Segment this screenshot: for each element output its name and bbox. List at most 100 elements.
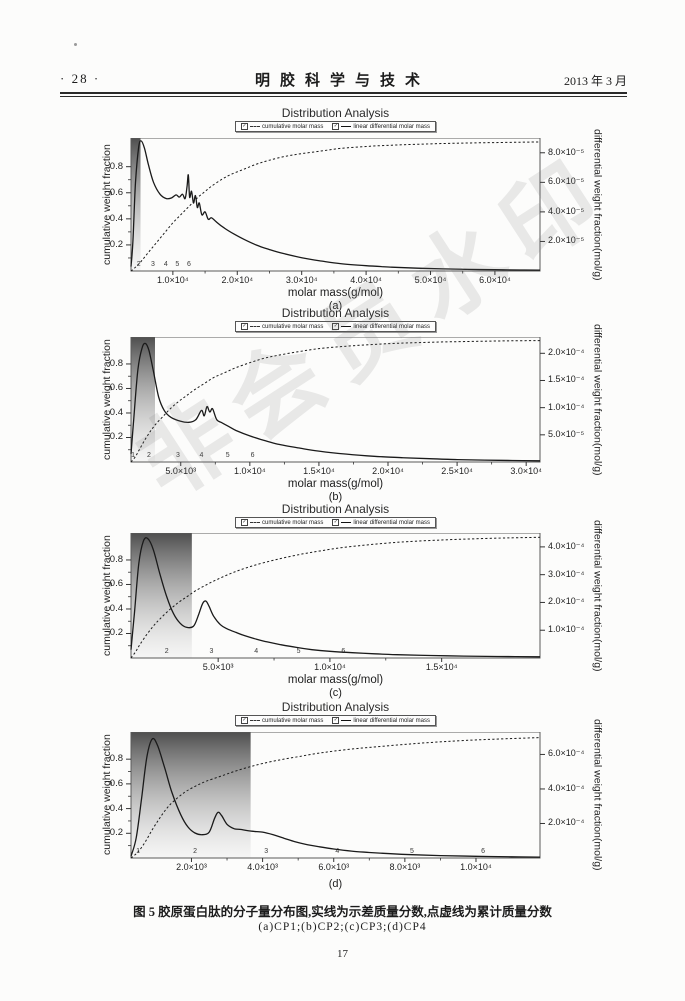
chart-legend-row: ✓ cumulative molar mass ✓ linear differenti… [131, 121, 540, 132]
page-number-bottom: 17 [337, 948, 348, 960]
peak-number-label: 2 [193, 848, 197, 855]
legend-checkbox-icon: ✓ [241, 123, 249, 130]
peak-number-label: 2 [147, 452, 151, 459]
left-tick-label: 0.4 [109, 602, 123, 614]
header-rule-thin [60, 96, 627, 97]
shaded-region [131, 533, 192, 658]
peak-number-label: 6 [251, 452, 255, 459]
cumulative-curve [130, 141, 541, 272]
peak-number-label: 3 [176, 452, 180, 459]
peak-number-label: 3 [151, 261, 155, 268]
left-tick-label: 0.8 [109, 160, 123, 172]
legend-label: cumulative molar mass [262, 519, 324, 526]
right-tick-label: 1.5×10⁻⁴ [548, 374, 585, 385]
x-tick-label: 1.0×10⁴ [460, 862, 492, 872]
x-axis-label: molar mass(g/mol) [287, 674, 384, 686]
chart-legend: ✓ cumulative molar mass ✓ linear differenti… [235, 321, 436, 332]
left-tick-label: 0.6 [109, 186, 123, 198]
legend-line-sample-icon [341, 126, 352, 127]
y-axis-label-left: cumulative weight fraction [101, 535, 113, 656]
y-axis-label-left: cumulative weight fraction [101, 144, 113, 265]
cumulative-curve [130, 737, 541, 859]
peak-number-label: 6 [341, 648, 345, 655]
legend-checkbox-icon: ✓ [332, 123, 340, 130]
panel-letter-label: (b) [328, 491, 343, 503]
scan-speckle [74, 43, 77, 46]
x-tick-label: 6.0×10³ [318, 862, 350, 872]
right-tick-label: 1.0×10⁻⁴ [548, 624, 585, 635]
panel-letter-label: (a) [328, 300, 343, 312]
legend-item: ✓ cumulative molar mass [241, 123, 323, 130]
x-tick-label: 5.0×10³ [202, 662, 234, 672]
left-tick-label: 0.4 [109, 212, 123, 224]
x-tick-label: 1.0×10⁴ [157, 275, 189, 285]
peak-number-label: 5 [175, 261, 179, 268]
legend-label: cumulative molar mass [262, 323, 324, 330]
y-axis-label-right: differential weight fraction(mol/g) [591, 719, 604, 871]
chart-legend: ✓ cumulative molar mass ✓ linear differenti… [235, 715, 436, 726]
legend-item: ✓ cumulative molar mass [241, 717, 323, 724]
x-tick-label: 8.0×10³ [389, 862, 421, 872]
legend-item: ✓ linear differential molar mass [332, 123, 430, 130]
y-axis-label-right: differential weight fraction(mol/g) [591, 323, 604, 476]
chart-title: Distribution Analysis [281, 106, 390, 120]
right-tick-label: 2.0×10⁻⁴ [548, 817, 585, 828]
legend-label: cumulative molar mass [262, 717, 324, 724]
legend-item: ✓ cumulative molar mass [241, 519, 323, 526]
legend-label: linear differential molar mass [353, 123, 430, 130]
peak-number-label: 4 [335, 848, 339, 855]
legend-checkbox-icon: ✓ [332, 519, 340, 526]
y-axis-label-right: differential weight fraction(mol/g) [591, 128, 604, 281]
left-tick-label: 0.2 [109, 827, 123, 839]
plot-border [130, 138, 541, 272]
legend-checkbox-icon: ✓ [241, 519, 249, 526]
peak-number-label: 3 [210, 648, 214, 655]
differential-curve [130, 537, 541, 658]
x-tick-label: 4.0×10⁴ [350, 275, 382, 285]
figure-caption-line2: (a)CP1;(b)CP2;(c)CP3;(d)CP4 [258, 921, 427, 933]
journal-title: 明胶科学与技术 [254, 73, 430, 89]
x-tick-label: 2.5×10⁴ [441, 466, 473, 476]
chart-legend-row: ✓ cumulative molar mass ✓ linear differenti… [131, 517, 540, 528]
plot-border [130, 732, 541, 859]
y-axis-label-right: differential weight fraction(mol/g) [591, 519, 604, 672]
legend-line-sample-icon [250, 522, 261, 523]
right-tick-label: 3.0×10⁻⁴ [548, 568, 585, 579]
peak-number-label: 5 [297, 648, 301, 655]
right-tick-label: 4.0×10⁻⁵ [548, 205, 585, 216]
right-tick-label: 2.0×10⁻⁵ [548, 235, 585, 246]
plot-border [130, 533, 541, 659]
x-tick-label: 1.0×10⁴ [234, 466, 266, 476]
chart-title: Distribution Analysis [281, 700, 390, 714]
peak-number-label: 4 [254, 648, 258, 655]
peak-number-label: 5 [410, 848, 414, 855]
x-tick-label: 2.0×10⁴ [372, 466, 404, 476]
left-tick-label: 0.4 [109, 406, 123, 418]
chart-title: Distribution Analysis [281, 306, 390, 320]
issue-date: 2013 年 3 月 [563, 74, 627, 88]
peak-number-label: 6 [481, 848, 485, 855]
legend-label: linear differential molar mass [353, 519, 430, 526]
legend-checkbox-icon: ✓ [332, 323, 340, 330]
x-tick-label: 5.0×10⁴ [414, 275, 447, 285]
legend-line-sample-icon [341, 326, 352, 327]
left-tick-label: 0.4 [109, 802, 123, 814]
chart-plot-area: 2 3 4 5 6 [126, 533, 545, 662]
cumulative-curve [130, 340, 541, 463]
legend-item: ✓ linear differential molar mass [332, 519, 430, 526]
x-axis-label: molar mass(g/mol) [287, 478, 384, 490]
peak-number-label: 5 [226, 452, 230, 459]
y-axis-label-left: cumulative weight fraction [101, 734, 113, 856]
shaded-region [131, 732, 251, 858]
chart-legend: ✓ cumulative molar mass ✓ linear differenti… [235, 517, 436, 528]
chart-title: Distribution Analysis [281, 502, 390, 516]
right-tick-label: 8.0×10⁻⁵ [548, 146, 585, 157]
differential-curve [130, 342, 541, 462]
shaded-region [131, 138, 141, 271]
left-tick-label: 0.8 [109, 753, 123, 765]
right-tick-label: 2.0×10⁻⁴ [548, 347, 585, 358]
panel-letter-label: (c) [329, 687, 342, 699]
peak-number-label: 4 [200, 452, 204, 459]
